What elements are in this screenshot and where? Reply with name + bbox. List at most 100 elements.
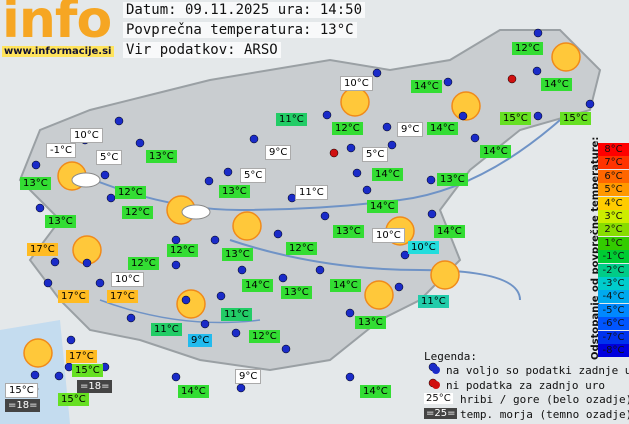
legend-sample: 25°C: [424, 393, 453, 404]
station-temp: 15°C: [5, 383, 38, 398]
date-line: Datum: 09.11.2025 ura: 14:50: [123, 2, 366, 18]
station-temp: 12°C: [512, 42, 543, 55]
missing-dot: [329, 148, 339, 158]
station-temp: 13°C: [437, 173, 468, 186]
station-temp: 10°C: [70, 128, 103, 143]
avg-temp: Povprečna temperatura: 13°C: [123, 22, 357, 38]
scale-step: -3°C: [598, 277, 629, 290]
station-temp: 9°C: [188, 334, 213, 347]
station-dot: [223, 167, 233, 177]
scale-step: 6°C: [598, 169, 629, 183]
scale-step: -7°C: [598, 330, 629, 344]
station-temp: 17°C: [66, 350, 97, 363]
legend-dot: [432, 381, 440, 389]
legend-text: ni podatka za zadnjo uro: [446, 379, 605, 392]
sun: [23, 338, 53, 368]
station-dot: [345, 308, 355, 318]
sun: [340, 87, 370, 117]
station-dot: [443, 77, 453, 87]
station-dot: [362, 185, 372, 195]
station-temp: 15°C: [560, 112, 591, 125]
station-dot: [322, 110, 332, 120]
station-dot: [237, 265, 247, 275]
scale-step: -1°C: [598, 250, 629, 264]
station-dot: [50, 257, 60, 267]
station-temp: 15°C: [500, 112, 531, 125]
station-dot: [458, 111, 468, 121]
station-temp: 9°C: [397, 122, 424, 137]
station-dot: [171, 260, 181, 270]
station-dot: [31, 160, 41, 170]
station-temp: 14°C: [367, 200, 398, 213]
sun: [551, 42, 581, 72]
station-temp: =18=: [77, 380, 113, 393]
station-temp: 14°C: [178, 385, 209, 398]
station-dot: [54, 371, 64, 381]
scale-step: 1°C: [598, 236, 629, 250]
station-temp: 13°C: [355, 316, 386, 329]
station-temp: 11°C: [151, 323, 182, 336]
legend-dot: [432, 366, 440, 374]
missing-dot: [507, 74, 517, 84]
station-temp: 9°C: [235, 369, 262, 384]
station-temp: 14°C: [360, 385, 391, 398]
station-temp: 14°C: [541, 78, 572, 91]
station-dot: [585, 99, 595, 109]
station-temp: 17°C: [58, 290, 89, 303]
station-temp: 14°C: [480, 145, 511, 158]
sun: [430, 260, 460, 290]
scale-step: 8°C: [598, 143, 629, 156]
station-temp: 12°C: [167, 244, 198, 257]
station-temp: 17°C: [107, 290, 138, 303]
station-temp: 12°C: [128, 257, 159, 270]
station-dot: [95, 278, 105, 288]
station-dot: [533, 28, 543, 38]
station-dot: [320, 211, 330, 221]
cloud: [71, 172, 101, 188]
station-dot: [382, 122, 392, 132]
station-temp: 12°C: [286, 242, 317, 255]
station-temp: 12°C: [115, 186, 146, 199]
station-dot: [346, 143, 356, 153]
scale-step: 3°C: [598, 210, 629, 223]
station-temp: 10°C: [111, 272, 144, 287]
station-temp: 13°C: [333, 225, 364, 238]
station-dot: [345, 372, 355, 382]
station-dot: [171, 372, 181, 382]
station-temp: 9°C: [265, 145, 292, 160]
station-temp: 5°C: [96, 150, 123, 165]
scale-step: 7°C: [598, 156, 629, 170]
station-dot: [216, 291, 226, 301]
station-temp: 14°C: [427, 122, 458, 135]
scale-step: -6°C: [598, 317, 629, 331]
sun: [451, 91, 481, 121]
legend-sample: =25=: [424, 408, 458, 419]
station-dot: [470, 133, 480, 143]
sun: [176, 289, 206, 319]
station-dot: [273, 229, 283, 239]
station-dot: [204, 176, 214, 186]
station-dot: [352, 168, 362, 178]
station-temp: =18=: [5, 399, 41, 412]
station-dot: [100, 170, 110, 180]
cloud: [181, 204, 211, 220]
station-temp: 11°C: [295, 185, 328, 200]
source: Vir podatkov: ARSO: [123, 42, 281, 58]
legend-title: Legenda:: [424, 350, 477, 363]
station-dot: [210, 235, 220, 245]
station-dot: [231, 328, 241, 338]
scale-step: -5°C: [598, 303, 629, 317]
station-temp: 10°C: [408, 241, 439, 254]
station-temp: 14°C: [434, 225, 465, 238]
station-temp: 11°C: [418, 295, 449, 308]
station-dot: [427, 209, 437, 219]
station-dot: [315, 265, 325, 275]
station-temp: 11°C: [276, 113, 307, 126]
station-temp: 13°C: [219, 185, 250, 198]
sun: [232, 211, 262, 241]
station-dot: [171, 235, 181, 245]
station-dot: [532, 66, 542, 76]
station-dot: [426, 175, 436, 185]
